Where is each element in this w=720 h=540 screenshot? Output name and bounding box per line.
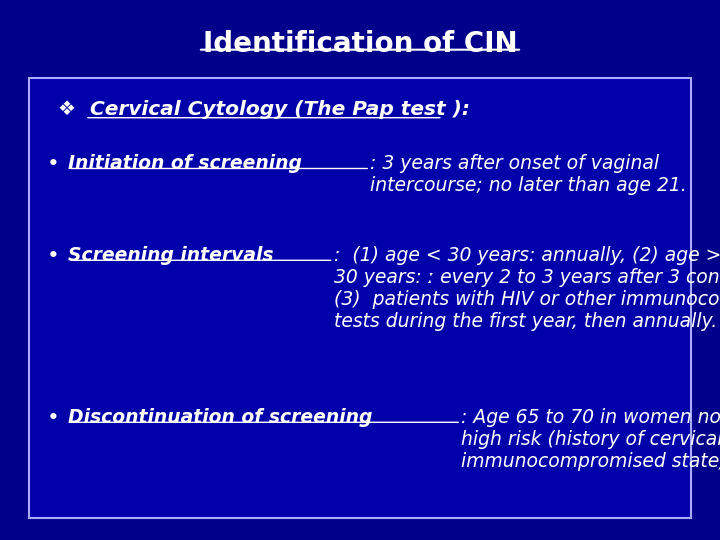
Text: Discontinuation of screening: Discontinuation of screening (68, 408, 373, 427)
Text: •: • (47, 246, 60, 266)
Text: : Age 65 to 70 in women not at
high risk (history of cervical cancer, DES, HPV, : : Age 65 to 70 in women not at high risk… (461, 408, 720, 471)
Text: Identification of CIN: Identification of CIN (203, 30, 517, 58)
Text: •: • (47, 408, 60, 428)
Text: Screening intervals: Screening intervals (68, 246, 274, 265)
Text: : 3 years after onset of vaginal
intercourse; no later than age 21.: : 3 years after onset of vaginal interco… (370, 154, 687, 195)
Text: :  (1) age < 30 years: annually, (2) age >
30 years: ː every 2 to 3 years after : : (1) age < 30 years: annually, (2) age … (333, 246, 720, 330)
FancyBboxPatch shape (29, 78, 691, 518)
Text: •: • (47, 154, 60, 174)
Text: ❖  Cervical Cytology (The Pap test ):: ❖ Cervical Cytology (The Pap test ): (58, 100, 469, 119)
Text: Initiation of screening: Initiation of screening (68, 154, 302, 173)
